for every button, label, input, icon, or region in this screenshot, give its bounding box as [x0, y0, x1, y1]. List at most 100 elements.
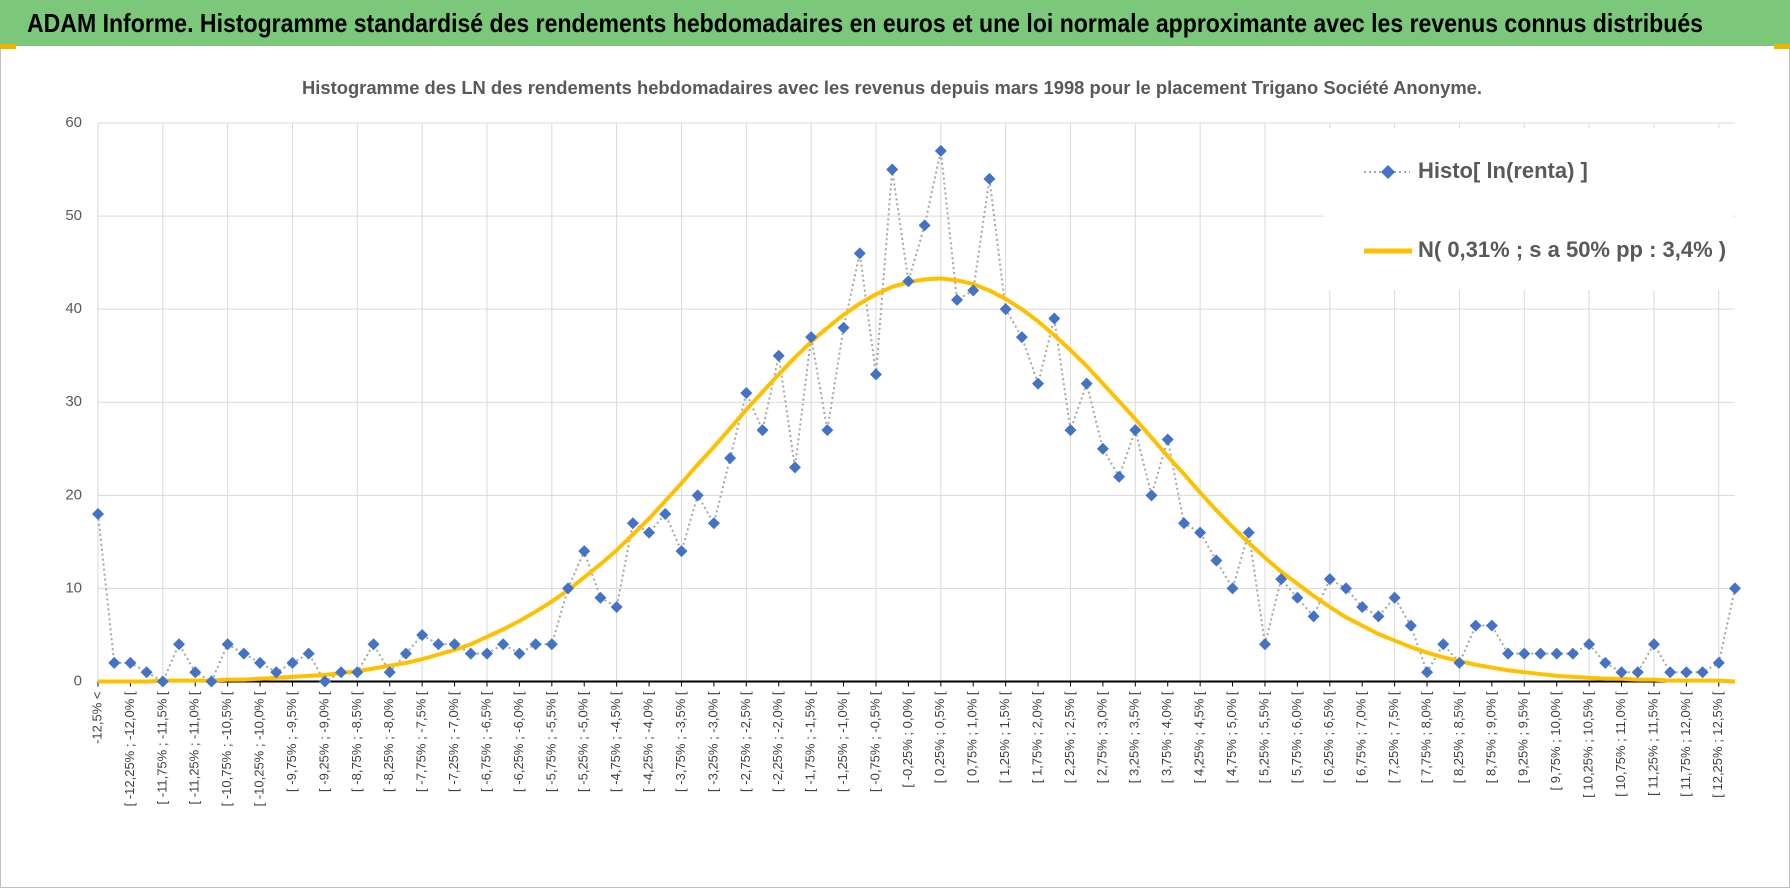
x-tick-label: [ -5,75% ; -5,5% [	[543, 691, 558, 792]
x-tick-label: [ -7,75% ; -7,5% [	[414, 691, 429, 792]
data-point	[626, 517, 639, 530]
x-tick-label: [ 9,75% ; 10,0% [	[1548, 691, 1563, 790]
data-point	[237, 647, 250, 660]
x-tick-label: [ 5,25% ; 5,5% [	[1256, 691, 1271, 783]
y-tick-label: 40	[65, 300, 82, 317]
data-point	[675, 545, 688, 558]
data-point	[1210, 554, 1223, 567]
x-tick-label: [ -2,25% ; -2,0% [	[770, 691, 785, 792]
data-point	[1583, 638, 1596, 651]
data-point	[1177, 517, 1190, 530]
x-tick-label: [ 12,25% ; 12,5% [	[1710, 691, 1725, 798]
data-point	[1129, 424, 1142, 437]
data-point	[399, 647, 412, 660]
data-point	[302, 647, 315, 660]
y-tick-label: 30	[65, 393, 82, 410]
x-tick-label: [ -8,25% ; -8,0% [	[381, 691, 396, 792]
x-tick-label: [ 6,25% ; 6,5% [	[1321, 691, 1336, 783]
x-tick-label: [ -1,25% ; -1,0% [	[835, 691, 850, 792]
data-point	[805, 331, 818, 344]
x-tick-label: [ -9,75% ; -9,5% [	[284, 691, 299, 792]
x-tick-label: [ -4,25% ; -4,0% [	[641, 691, 656, 792]
data-point	[1696, 666, 1709, 679]
x-tick-label: [ 8,25% ; 8,5% [	[1451, 691, 1466, 783]
data-point	[1080, 377, 1093, 390]
data-point	[1307, 610, 1320, 623]
data-point	[448, 638, 461, 651]
data-point	[1226, 582, 1239, 595]
data-point	[480, 647, 493, 660]
x-tick-label: [ -12,25% ; -12,0% [	[122, 691, 137, 806]
x-tick-label: [ 0,25% ; 0,5% [	[932, 691, 947, 783]
data-point	[318, 675, 331, 688]
title-banner	[0, 0, 1790, 46]
data-point	[1469, 619, 1482, 632]
legend-label: Histo[ ln(renta) ]	[1418, 158, 1588, 183]
data-point	[270, 666, 283, 679]
data-point	[1534, 647, 1547, 660]
data-point	[497, 638, 510, 651]
data-point	[1145, 489, 1158, 502]
x-tick-label: [ 4,75% ; 5,0% [	[1224, 691, 1239, 783]
data-point	[951, 293, 964, 306]
data-point	[821, 424, 834, 437]
data-point	[124, 656, 137, 669]
data-point	[140, 666, 153, 679]
x-tick-label: -12,5% <	[89, 692, 104, 744]
data-point	[1048, 312, 1061, 325]
data-point	[205, 675, 218, 688]
y-tick-label: 10	[65, 579, 82, 596]
data-point	[529, 638, 542, 651]
data-point	[1015, 331, 1028, 344]
x-tick-label: [ -6,75% ; -6,5% [	[478, 691, 493, 792]
banner-accent	[1774, 44, 1790, 49]
data-point	[1194, 526, 1207, 539]
x-tick-label: [ 1,75% ; 2,0% [	[1029, 691, 1044, 783]
data-point	[513, 647, 526, 660]
x-tick-label: [ 2,75% ; 3,0% [	[1094, 691, 1109, 783]
x-tick-label: [ 3,25% ; 3,5% [	[1127, 691, 1142, 783]
x-tick-label: [ -0,25% ; 0,0% [	[900, 691, 915, 787]
data-point	[221, 638, 234, 651]
data-point	[788, 461, 801, 474]
x-tick-label: [ -11,75% ; -11,5% [	[154, 691, 169, 804]
data-point	[1404, 619, 1417, 632]
x-tick-label: [ 6,75% ; 7,0% [	[1354, 691, 1369, 783]
data-point	[707, 517, 720, 530]
data-point	[918, 219, 931, 232]
x-tick-label: [ 10,25% ; 10,5% [	[1581, 691, 1596, 798]
data-point	[756, 424, 769, 437]
data-point	[1453, 656, 1466, 669]
data-point	[1599, 656, 1612, 669]
y-tick-label: 20	[65, 486, 82, 503]
data-point	[1388, 591, 1401, 604]
data-point	[432, 638, 445, 651]
x-tick-label: [ 2,25% ; 2,5% [	[1062, 691, 1077, 783]
x-tick-label: [ 9,25% ; 9,5% [	[1516, 691, 1531, 783]
data-point	[724, 452, 737, 465]
data-point	[1566, 647, 1579, 660]
x-tick-label: [ 11,75% ; 12,0% [	[1678, 691, 1693, 797]
x-tick-label: [ -10,75% ; -10,5% [	[219, 691, 234, 806]
data-point	[1291, 591, 1304, 604]
data-point	[416, 628, 429, 641]
data-point	[1518, 647, 1531, 660]
data-point	[1372, 610, 1385, 623]
data-point	[1631, 666, 1644, 679]
data-point	[1258, 638, 1271, 651]
x-tick-label: [ -5,25% ; -5,0% [	[576, 691, 591, 792]
legend-label: N( 0,31% ; s a 50% pp : 3,4% )	[1418, 237, 1726, 262]
x-tick-label: [ 1,25% ; 1,5% [	[997, 691, 1012, 783]
data-point	[1437, 638, 1450, 651]
data-point	[740, 386, 753, 399]
data-point	[1502, 647, 1515, 660]
x-tick-label: [ 7,25% ; 7,5% [	[1386, 691, 1401, 783]
x-tick-label: [ 7,75% ; 8,0% [	[1418, 691, 1433, 783]
data-point	[367, 638, 380, 651]
data-point	[1356, 601, 1369, 614]
x-tick-label: [ -7,25% ; -7,0% [	[446, 691, 461, 792]
x-tick-label: [ -3,25% ; -3,0% [	[705, 691, 720, 792]
data-point	[351, 666, 364, 679]
data-point	[1242, 526, 1255, 539]
